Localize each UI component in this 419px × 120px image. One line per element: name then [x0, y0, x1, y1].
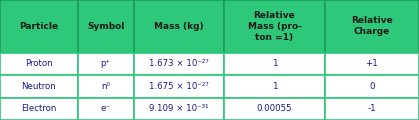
Bar [134, 0, 224, 53]
Bar [134, 98, 224, 120]
Text: Electron: Electron [21, 104, 57, 113]
Text: Particle: Particle [19, 22, 58, 31]
Text: 0: 0 [369, 82, 375, 91]
Text: 1: 1 [272, 82, 277, 91]
Bar [224, 53, 325, 75]
Bar [78, 53, 134, 75]
Bar [0, 75, 78, 98]
Text: Neutron: Neutron [21, 82, 56, 91]
Text: +1: +1 [365, 60, 378, 69]
Text: e⁻: e⁻ [101, 104, 111, 113]
Bar [224, 98, 325, 120]
Bar [325, 0, 419, 53]
Text: Relative
Charge: Relative Charge [351, 16, 393, 36]
Text: 9.109 × 10⁻³¹: 9.109 × 10⁻³¹ [149, 104, 209, 113]
Bar [224, 75, 325, 98]
Text: 1.673 × 10⁻²⁷: 1.673 × 10⁻²⁷ [149, 60, 209, 69]
Text: 0.00055: 0.00055 [256, 104, 292, 113]
Bar [78, 0, 134, 53]
Bar [325, 53, 419, 75]
Bar [78, 75, 134, 98]
Bar [224, 0, 325, 53]
Text: n⁰: n⁰ [101, 82, 110, 91]
Text: -1: -1 [367, 104, 376, 113]
Bar [0, 0, 78, 53]
Text: Mass (kg): Mass (kg) [154, 22, 204, 31]
Text: p⁺: p⁺ [101, 60, 111, 69]
Bar [134, 75, 224, 98]
Bar [78, 98, 134, 120]
Text: Relative
Mass (pro-
ton =1): Relative Mass (pro- ton =1) [248, 11, 301, 42]
Text: Proton: Proton [25, 60, 52, 69]
Bar [0, 53, 78, 75]
Bar [134, 53, 224, 75]
Text: Symbol: Symbol [87, 22, 124, 31]
Text: 1: 1 [272, 60, 277, 69]
Bar [0, 98, 78, 120]
Text: 1.675 × 10⁻²⁷: 1.675 × 10⁻²⁷ [149, 82, 209, 91]
Bar [325, 75, 419, 98]
Bar [325, 98, 419, 120]
